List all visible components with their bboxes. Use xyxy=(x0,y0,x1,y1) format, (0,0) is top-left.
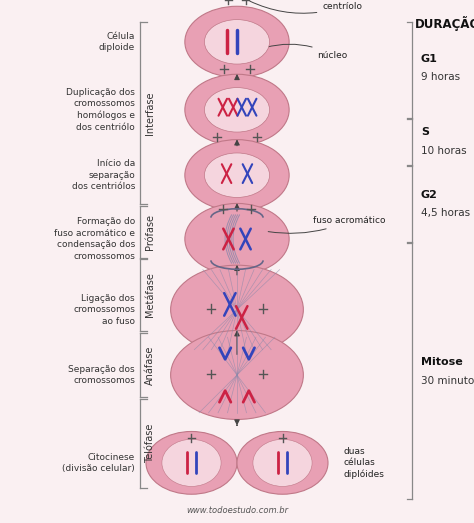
Ellipse shape xyxy=(185,140,289,211)
Text: centríolo: centríolo xyxy=(250,1,362,13)
Text: 4,5 horas: 4,5 horas xyxy=(421,208,470,219)
Text: fuso acromático: fuso acromático xyxy=(268,217,385,233)
Ellipse shape xyxy=(204,19,270,64)
Ellipse shape xyxy=(185,74,289,145)
Text: Prófase: Prófase xyxy=(145,214,155,249)
Text: Interfase: Interfase xyxy=(145,91,155,135)
Text: 9 horas: 9 horas xyxy=(421,72,460,83)
Text: Metáfase: Metáfase xyxy=(145,272,155,317)
Text: DURAÇÃO: DURAÇÃO xyxy=(415,16,474,31)
Text: Início da
separação
dos centriólos: Início da separação dos centriólos xyxy=(72,160,135,191)
Ellipse shape xyxy=(204,153,270,198)
Text: Mitose: Mitose xyxy=(421,357,463,367)
Ellipse shape xyxy=(146,431,237,494)
Ellipse shape xyxy=(171,331,303,419)
Text: duas
células
diplóides: duas células diplóides xyxy=(344,447,384,479)
Text: 10 horas: 10 horas xyxy=(421,145,466,156)
Text: Anáfase: Anáfase xyxy=(145,345,155,385)
Text: Ligação dos
cromossomos
ao fuso: Ligação dos cromossomos ao fuso xyxy=(73,294,135,325)
Text: 30 minutos: 30 minutos xyxy=(421,376,474,386)
Text: www.todoestudo.com.br: www.todoestudo.com.br xyxy=(186,506,288,515)
Text: Célula
diploide: Célula diploide xyxy=(99,31,135,52)
Text: núcleo: núcleo xyxy=(266,44,348,60)
Ellipse shape xyxy=(171,265,303,354)
Text: Separação dos
cromossomos: Separação dos cromossomos xyxy=(68,365,135,385)
Ellipse shape xyxy=(237,431,328,494)
Ellipse shape xyxy=(253,439,312,486)
Text: G2: G2 xyxy=(421,189,438,200)
Text: Duplicação dos
cromossomos
homólogos e
dos centriólo: Duplicação dos cromossomos homólogos e d… xyxy=(66,88,135,132)
Text: S: S xyxy=(421,127,429,137)
Text: Citocinese
(divisão celular): Citocinese (divisão celular) xyxy=(63,452,135,473)
Text: Telófase: Telófase xyxy=(145,424,155,463)
Text: Formação do
fuso acromático e
condensação dos
cromossomos: Formação do fuso acromático e condensaçã… xyxy=(54,218,135,260)
Ellipse shape xyxy=(204,87,270,132)
Ellipse shape xyxy=(185,203,289,275)
Text: G1: G1 xyxy=(421,53,438,64)
Ellipse shape xyxy=(162,439,221,486)
Ellipse shape xyxy=(185,6,289,77)
